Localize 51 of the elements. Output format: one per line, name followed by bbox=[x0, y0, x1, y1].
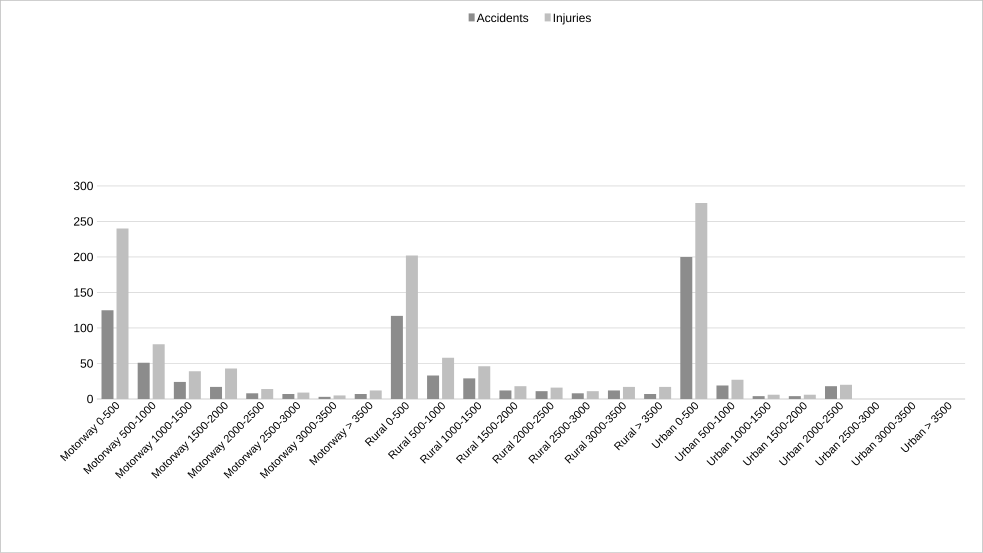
y-tick-label: 100 bbox=[74, 324, 93, 332]
bar bbox=[572, 393, 584, 400]
y-tick-label: 150 bbox=[74, 288, 93, 297]
bar bbox=[318, 396, 331, 400]
bar bbox=[282, 394, 294, 400]
bar bbox=[550, 388, 563, 400]
bar bbox=[731, 380, 744, 400]
bar bbox=[840, 384, 852, 400]
bar bbox=[225, 368, 238, 400]
bar bbox=[246, 393, 258, 400]
bar bbox=[188, 371, 201, 400]
bar bbox=[354, 394, 367, 400]
bar bbox=[804, 394, 816, 400]
bar bbox=[116, 228, 129, 400]
bar bbox=[406, 256, 418, 400]
y-tick-label: 200 bbox=[74, 252, 93, 262]
bar bbox=[768, 394, 780, 400]
bar bbox=[716, 386, 728, 400]
bar bbox=[680, 256, 692, 400]
y-tick-label: 0 bbox=[87, 394, 93, 404]
bar bbox=[463, 378, 476, 400]
y-tick-label: 250 bbox=[74, 217, 93, 226]
bar bbox=[695, 203, 708, 400]
bar bbox=[659, 386, 672, 400]
bar bbox=[752, 396, 765, 400]
y-tick-label: 50 bbox=[80, 359, 93, 368]
bar bbox=[174, 382, 186, 400]
bar bbox=[261, 389, 274, 400]
bar bbox=[390, 316, 403, 400]
bar bbox=[586, 391, 599, 400]
y-tick-label: 300 bbox=[74, 182, 93, 190]
bar bbox=[138, 362, 150, 400]
bar bbox=[644, 394, 656, 400]
bar bbox=[536, 391, 548, 400]
bar bbox=[102, 310, 114, 400]
bar bbox=[442, 358, 454, 400]
legend-label: Injuries bbox=[554, 13, 591, 25]
bar bbox=[334, 395, 346, 400]
bar bbox=[608, 390, 620, 400]
bar bbox=[152, 344, 165, 400]
bar bbox=[622, 386, 635, 400]
bar bbox=[824, 386, 837, 400]
bar bbox=[370, 390, 382, 400]
bar bbox=[499, 390, 512, 400]
bar bbox=[788, 396, 801, 400]
bar bbox=[210, 386, 222, 400]
bar bbox=[478, 366, 490, 400]
legend-label: Accidents bbox=[476, 13, 528, 22]
bar bbox=[427, 376, 440, 400]
bar bbox=[297, 392, 310, 400]
bar bbox=[514, 386, 526, 400]
